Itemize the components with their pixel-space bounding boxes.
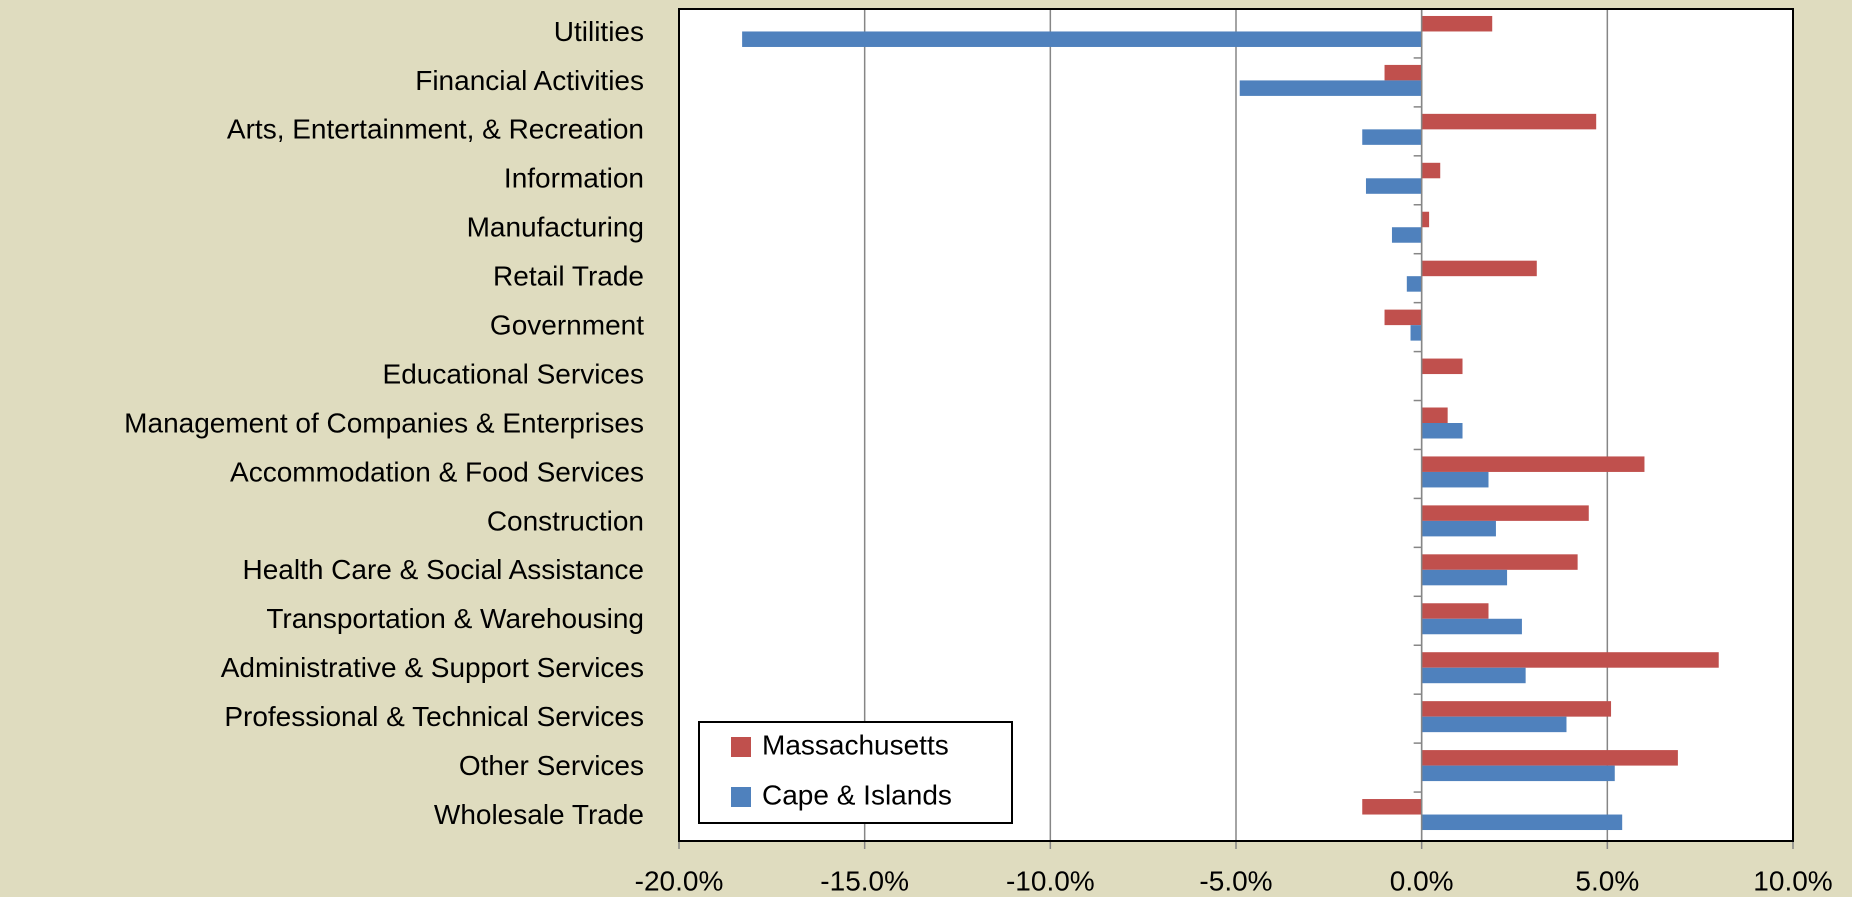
- y-tick-label: Financial Activities: [415, 65, 644, 96]
- y-tick-label: Utilities: [554, 16, 644, 47]
- bar: [1384, 64, 1422, 81]
- bar: [1406, 276, 1422, 292]
- bar: [1421, 701, 1612, 717]
- bar: [1365, 178, 1422, 194]
- y-tick-label: Professional & Technical Services: [224, 701, 644, 732]
- bar: [1421, 618, 1522, 635]
- y-tick-label: Manufacturing: [467, 212, 644, 243]
- bar: [1421, 554, 1578, 570]
- bar: [1421, 260, 1537, 277]
- bar: [1421, 211, 1430, 228]
- bar: [1421, 603, 1489, 619]
- y-tick-label: Wholesale Trade: [434, 799, 644, 830]
- y-tick-label: Administrative & Support Services: [221, 652, 644, 683]
- bar: [1421, 667, 1526, 684]
- legend-swatch: [731, 787, 751, 807]
- bar: [1421, 407, 1448, 423]
- bar: [1239, 80, 1422, 96]
- bar: [1421, 15, 1493, 32]
- bar: [1421, 765, 1615, 782]
- bar: [1421, 520, 1496, 537]
- bar: [1421, 814, 1623, 831]
- x-tick-label: 10.0%: [1753, 865, 1832, 896]
- y-tick-label: Arts, Entertainment, & Recreation: [227, 114, 644, 145]
- y-tick-label: Transportation & Warehousing: [266, 603, 644, 634]
- legend-box: [698, 721, 1013, 824]
- x-tick-label: -5.0%: [1199, 865, 1272, 896]
- legend-label: Cape & Islands: [762, 779, 952, 810]
- legend: Massachusetts Cape & Islands: [698, 721, 1013, 824]
- bar: [742, 31, 1422, 47]
- y-tick-label: Government: [490, 310, 644, 341]
- y-tick-label: Other Services: [459, 750, 644, 781]
- y-tick-label: Construction: [487, 505, 644, 536]
- bar: [1421, 162, 1441, 179]
- plot-border: [678, 8, 1794, 842]
- bar: [1421, 423, 1463, 439]
- bar: [1421, 652, 1719, 668]
- bar: [1421, 750, 1678, 766]
- bar: [1421, 456, 1645, 472]
- bar: [1421, 113, 1597, 130]
- x-tick-label: 5.0%: [1575, 865, 1639, 896]
- y-tick-label: Accommodation & Food Services: [230, 456, 644, 487]
- bar: [1391, 227, 1422, 243]
- x-tick-label: -10.0%: [1006, 865, 1095, 896]
- bar: [1421, 716, 1567, 733]
- bar: [1421, 505, 1589, 521]
- bar: [1384, 309, 1422, 326]
- legend-swatch: [731, 737, 751, 757]
- legend-label: Massachusetts: [762, 729, 949, 760]
- bar: [1421, 358, 1463, 375]
- bar: [1362, 799, 1422, 815]
- x-tick-label: -20.0%: [635, 865, 724, 896]
- bar: [1421, 471, 1489, 488]
- y-tick-label: Retail Trade: [493, 261, 644, 292]
- bar: [1362, 129, 1422, 145]
- bar: [1421, 569, 1508, 586]
- y-tick-label: Health Care & Social Assistance: [242, 554, 644, 585]
- y-tick-label: Educational Services: [383, 358, 644, 389]
- x-tick-label: -15.0%: [820, 865, 909, 896]
- bar: [1410, 325, 1422, 341]
- y-tick-label: Management of Companies & Enterprises: [124, 407, 644, 438]
- x-tick-label: 0.0%: [1390, 865, 1454, 896]
- y-tick-label: Information: [504, 163, 644, 194]
